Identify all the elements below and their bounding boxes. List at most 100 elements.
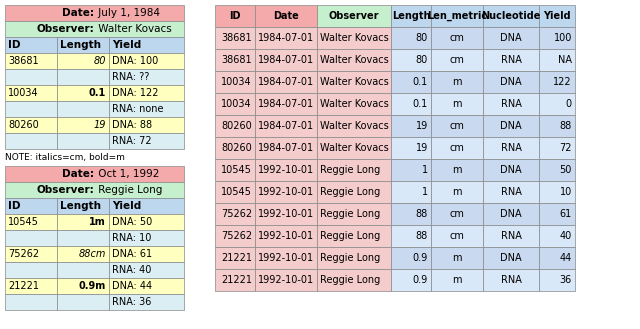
Text: RNA: 72: RNA: 72: [112, 136, 152, 146]
Text: DNA: 122: DNA: 122: [112, 88, 159, 98]
Bar: [255, 203, 317, 225]
Text: 0: 0: [566, 99, 572, 109]
Bar: [317, 49, 391, 71]
Text: 1984-07-01: 1984-07-01: [258, 33, 314, 43]
Text: 10545: 10545: [221, 187, 252, 197]
Text: 75262: 75262: [221, 231, 252, 241]
Text: 75262: 75262: [8, 249, 39, 259]
Bar: [317, 203, 391, 225]
Text: 1992-10-01: 1992-10-01: [258, 165, 314, 175]
Text: m: m: [452, 187, 461, 197]
Bar: [57, 294, 109, 310]
Text: m: m: [452, 253, 461, 263]
Text: DNA: 88: DNA: 88: [112, 120, 152, 130]
Bar: [109, 69, 184, 85]
Text: 10034: 10034: [221, 77, 252, 87]
Bar: [215, 181, 255, 203]
Bar: [109, 198, 184, 214]
Bar: [539, 137, 575, 159]
Text: cm: cm: [449, 231, 465, 241]
Text: 1984-07-01: 1984-07-01: [258, 99, 314, 109]
Bar: [483, 27, 539, 49]
Text: ID: ID: [229, 11, 241, 21]
Bar: [317, 137, 391, 159]
Bar: [391, 115, 431, 137]
Text: 1992-10-01: 1992-10-01: [258, 253, 314, 263]
Text: DNA: 44: DNA: 44: [112, 281, 152, 291]
Bar: [255, 159, 317, 181]
Bar: [539, 49, 575, 71]
Text: 38681: 38681: [221, 33, 252, 43]
Text: 1: 1: [422, 187, 428, 197]
Bar: [215, 203, 255, 225]
Bar: [391, 137, 431, 159]
Text: Length: Length: [60, 40, 101, 50]
Bar: [57, 117, 109, 133]
Text: 19: 19: [416, 143, 428, 153]
Bar: [431, 27, 483, 49]
Text: Date:: Date:: [62, 8, 94, 18]
Bar: [109, 117, 184, 133]
Text: Walter Kovacs: Walter Kovacs: [95, 24, 172, 34]
Bar: [5, 85, 57, 101]
Text: RNA: RNA: [500, 187, 522, 197]
Bar: [57, 69, 109, 85]
Text: RNA: none: RNA: none: [112, 104, 163, 114]
Text: 0.9: 0.9: [413, 253, 428, 263]
Text: Reggie Long: Reggie Long: [320, 231, 380, 241]
Bar: [483, 5, 539, 27]
Text: 1984-07-01: 1984-07-01: [258, 143, 314, 153]
Bar: [391, 5, 431, 27]
Bar: [109, 294, 184, 310]
Bar: [483, 203, 539, 225]
Bar: [215, 247, 255, 269]
Text: 1984-07-01: 1984-07-01: [258, 55, 314, 65]
Text: 1992-10-01: 1992-10-01: [258, 209, 314, 219]
Bar: [57, 262, 109, 278]
Bar: [431, 137, 483, 159]
Text: RNA: RNA: [500, 55, 522, 65]
Bar: [431, 159, 483, 181]
Bar: [539, 247, 575, 269]
Text: 80: 80: [93, 56, 106, 66]
Text: 88: 88: [416, 209, 428, 219]
Bar: [255, 93, 317, 115]
Bar: [215, 71, 255, 93]
Bar: [539, 269, 575, 291]
Bar: [483, 247, 539, 269]
Text: Observer: Reggie Long: Observer: Reggie Long: [35, 185, 154, 195]
Bar: [483, 93, 539, 115]
Bar: [215, 115, 255, 137]
Text: July 1, 1984: July 1, 1984: [95, 8, 160, 18]
Text: Date: Date: [273, 11, 299, 21]
Text: 40: 40: [560, 231, 572, 241]
Text: 1984-07-01: 1984-07-01: [258, 121, 314, 131]
Text: 21221: 21221: [221, 253, 252, 263]
Text: 1m: 1m: [89, 217, 106, 227]
Bar: [5, 53, 57, 69]
Text: RNA: RNA: [500, 275, 522, 285]
Bar: [57, 101, 109, 117]
Text: 21221: 21221: [8, 281, 39, 291]
Bar: [255, 49, 317, 71]
Bar: [5, 133, 57, 149]
Text: 80260: 80260: [8, 120, 39, 130]
Text: Observer:: Observer:: [36, 24, 94, 34]
Bar: [431, 225, 483, 247]
Bar: [391, 71, 431, 93]
Text: 0.9: 0.9: [413, 275, 428, 285]
Text: DNA: DNA: [500, 253, 522, 263]
Text: Reggie Long: Reggie Long: [320, 253, 380, 263]
Bar: [57, 198, 109, 214]
Text: 38681: 38681: [8, 56, 38, 66]
Text: 21221: 21221: [221, 275, 252, 285]
Bar: [109, 214, 184, 230]
Bar: [317, 269, 391, 291]
Text: Reggie Long: Reggie Long: [320, 275, 380, 285]
Text: 10034: 10034: [8, 88, 38, 98]
Text: 19: 19: [416, 121, 428, 131]
Text: 1992-10-01: 1992-10-01: [258, 275, 314, 285]
Bar: [431, 181, 483, 203]
Bar: [317, 247, 391, 269]
Text: Walter Kovacs: Walter Kovacs: [320, 33, 388, 43]
